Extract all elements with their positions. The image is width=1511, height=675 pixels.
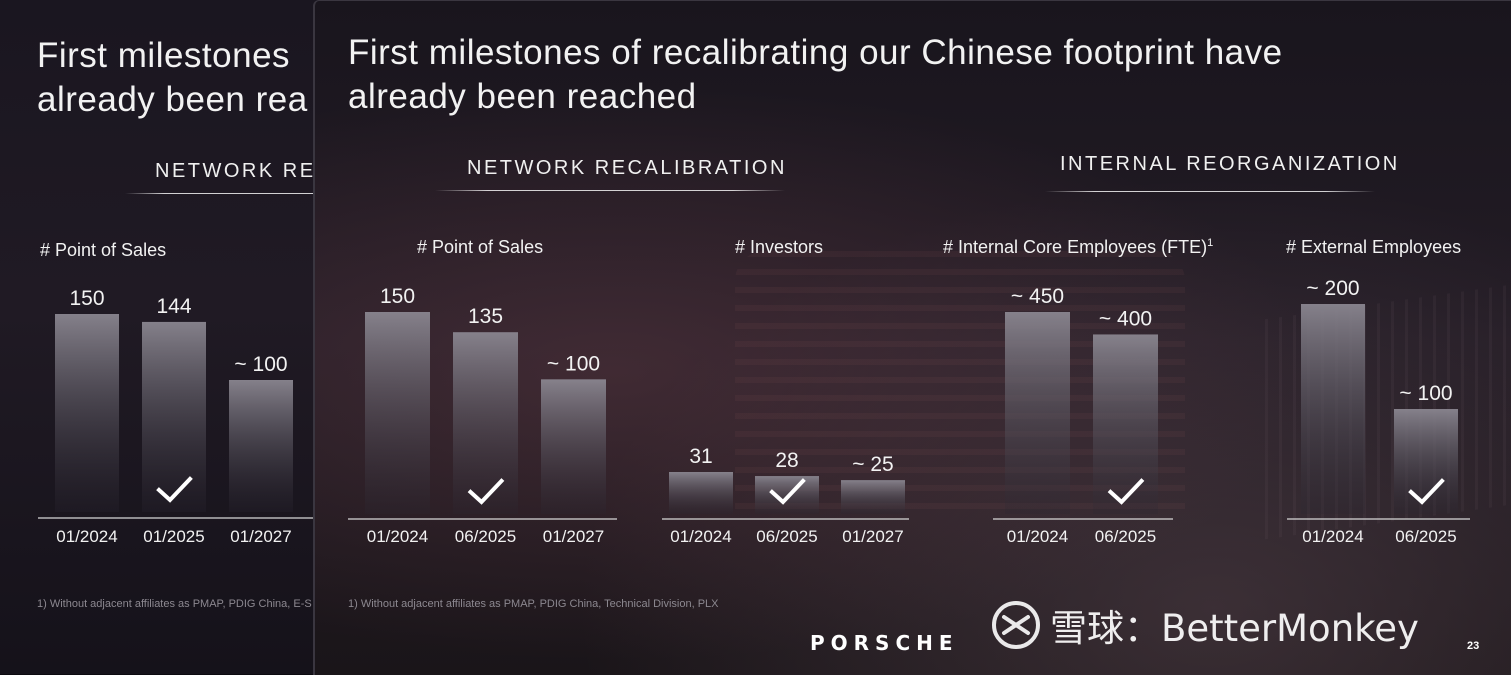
category-label: 01/2024 <box>367 527 428 546</box>
network-section-rule <box>435 190 785 191</box>
bar <box>669 472 733 514</box>
point-of-sales-chart: # Point of Sales 150 01/2024 135 06/2025 ~ 10… <box>348 237 617 546</box>
bar <box>841 480 905 514</box>
checkmark-icon <box>467 478 505 505</box>
bar-value-label: 144 <box>156 295 191 318</box>
bar <box>365 312 430 514</box>
internal-core-employees-chart: # Internal Core Employees (FTE)1 ~ 450 01/… <box>943 237 1213 546</box>
category-label: 01/2024 <box>1007 527 1068 546</box>
checkmark-icon <box>1107 478 1145 505</box>
bar-value-label: 28 <box>775 449 798 472</box>
snowball-logo-icon <box>992 601 1040 649</box>
bar-value-label: ~ 25 <box>852 453 893 476</box>
bar-value-label: ~ 200 <box>1306 277 1359 300</box>
chart-title: # Point of Sales <box>40 240 166 260</box>
category-label: 06/2025 <box>756 527 817 546</box>
section-network-recalibration: NETWORK RECALIBRATION <box>467 157 787 179</box>
watermark: 雪球：BetterMonkey <box>990 598 1419 652</box>
bar-value-label: 135 <box>468 305 503 328</box>
bar-value-label: ~ 100 <box>234 353 287 376</box>
external-employees-chart: # External Employees ~ 200 01/2024 ~ 100 06/… <box>1286 237 1470 546</box>
back-footnote: 1) Without adjacent affiliates as PMAP, … <box>37 598 312 610</box>
category-label: 01/2025 <box>143 527 204 546</box>
bar-value-label: 150 <box>69 287 104 310</box>
slide-title-line-1: First milestones of recalibrating our Ch… <box>348 33 1283 72</box>
main-slide: First milestones of recalibrating our Ch… <box>313 0 1511 675</box>
porsche-logo: PORSCHE <box>810 631 959 655</box>
bar <box>541 379 606 514</box>
bar <box>1301 304 1365 514</box>
slide-footnote: 1) Without adjacent affiliates as PMAP, … <box>348 598 719 610</box>
internal-section-rule <box>1045 191 1375 192</box>
bar-value-label: ~ 100 <box>1399 382 1452 405</box>
bar <box>1093 334 1158 514</box>
section-internal-reorganization: INTERNAL REORGANIZATION <box>1060 153 1400 175</box>
chart-title: # Point of Sales <box>417 237 543 257</box>
checkmark-icon <box>769 478 806 505</box>
category-label: 06/2025 <box>1095 527 1156 546</box>
bar <box>55 314 119 512</box>
checkmark-icon <box>1408 478 1445 505</box>
investors-chart: # Investors 31 01/2024 28 06/2025 ~ 25 01/2027 <box>662 237 909 546</box>
bar <box>453 332 518 514</box>
background-slide: First milestones already been rea NETWOR… <box>0 0 330 674</box>
category-label: 01/2024 <box>1302 527 1363 546</box>
chart-title: # Investors <box>735 237 823 257</box>
watermark-text: 雪球：BetterMonkey <box>1050 607 1419 650</box>
category-label: 01/2024 <box>670 527 731 546</box>
bar <box>1005 312 1070 514</box>
back-section-label: NETWORK REC <box>155 160 330 182</box>
bar <box>142 321 206 512</box>
category-label: 01/2027 <box>543 527 604 546</box>
bar-value-label: 31 <box>689 445 712 468</box>
category-label: 01/2027 <box>842 527 903 546</box>
back-section-rule <box>125 193 330 194</box>
back-point-of-sales-chart: # Point of Sales 150 01/2024 144 01/2025 ~ 10… <box>38 240 330 546</box>
page-number: 23 <box>1467 640 1480 652</box>
chart-title: # Internal Core Employees (FTE)1 <box>943 237 1213 257</box>
bar-value-label: ~ 450 <box>1011 285 1064 308</box>
category-label: 01/2027 <box>230 527 291 546</box>
category-label: 01/2024 <box>56 527 117 546</box>
slide-title-line-2: already been reached <box>348 77 697 116</box>
back-title-line-2: already been rea <box>37 80 308 119</box>
back-title-line-1: First milestones <box>37 36 291 75</box>
category-label: 06/2025 <box>1395 527 1456 546</box>
bar-value-label: ~ 100 <box>547 352 600 375</box>
chart-title: # External Employees <box>1286 237 1461 257</box>
slide-title: First milestones of recalibrating our Ch… <box>348 31 1283 119</box>
back-slide-title: First milestones already been rea <box>37 34 308 122</box>
bar-value-label: ~ 400 <box>1099 307 1152 330</box>
bar-value-label: 150 <box>380 285 415 308</box>
checkmark-icon <box>156 476 193 503</box>
chart-title-superscript: 1 <box>1207 237 1213 249</box>
category-label: 06/2025 <box>455 527 516 546</box>
bar <box>229 380 293 512</box>
